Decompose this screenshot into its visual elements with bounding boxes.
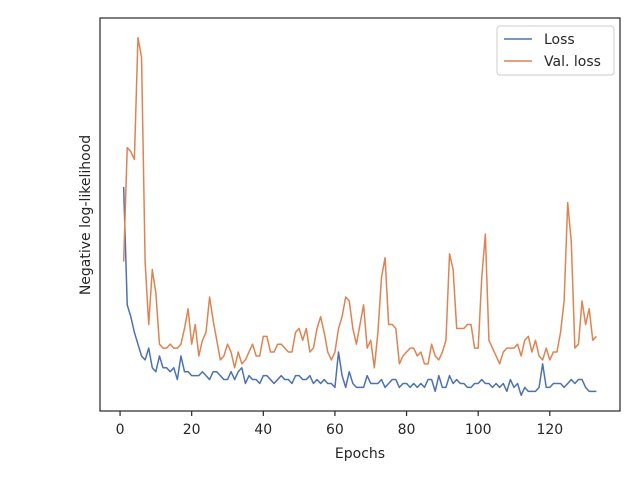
- x-axis-label: Epochs: [335, 446, 385, 462]
- line-series: [122, 36, 597, 369]
- y-axis-label: Negative log-likelihood: [78, 135, 94, 295]
- x-tick-label: 100: [465, 422, 492, 438]
- axes-frame: [99, 17, 621, 412]
- x-tick-label: 60: [326, 422, 344, 438]
- legend-label: Loss: [544, 32, 575, 48]
- x-tick-label: 120: [536, 422, 563, 438]
- x-tick-label: 80: [398, 422, 416, 438]
- x-tick-label: 40: [254, 422, 272, 438]
- x-tick-label: 20: [183, 422, 201, 438]
- x-tick-label: 0: [116, 422, 125, 438]
- legend-label: Val. loss: [544, 54, 601, 70]
- line-series: [122, 186, 597, 397]
